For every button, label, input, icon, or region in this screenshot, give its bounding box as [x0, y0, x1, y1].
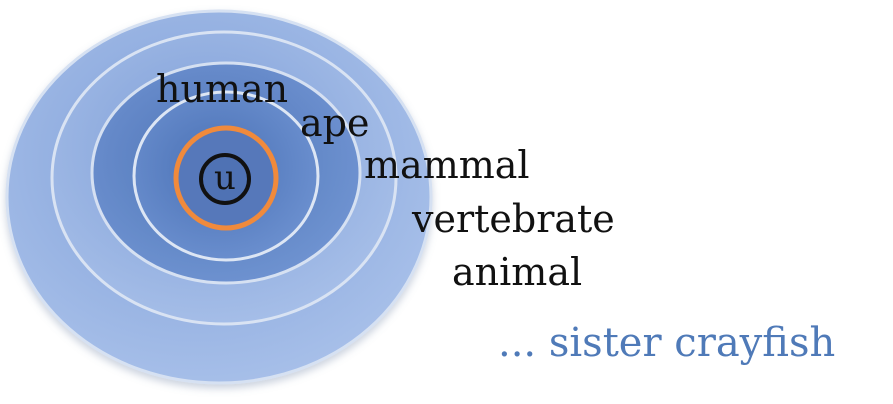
trailing-label: ... sister crayfish	[498, 320, 836, 366]
ring-label-vertebrate: vertebrate	[412, 197, 615, 241]
ring-human	[199, 153, 251, 205]
ring-label-human: human	[156, 67, 289, 111]
ring-label-animal: animal	[452, 250, 583, 294]
center-letter: u	[214, 158, 236, 198]
ring-label-mammal: mammal	[364, 143, 530, 187]
ring-label-ape: ape	[300, 101, 370, 145]
